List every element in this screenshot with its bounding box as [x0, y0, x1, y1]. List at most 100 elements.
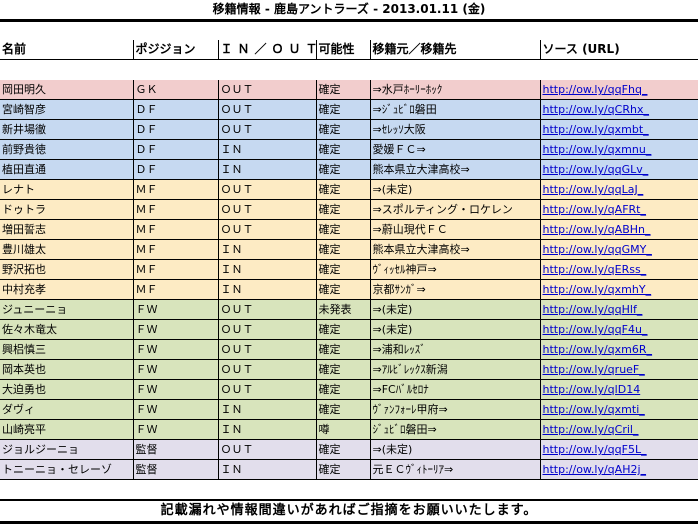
position-cell: ＦＷ — [132, 419, 218, 440]
source-link[interactable]: http://ow.ly/qqF4u_ — [542, 323, 648, 336]
table-row: トニーニョ・セレーゾ 監督 ＩＮ 確定 元ＥＣｳﾞｨﾄｰﾘｱ⇒ http://ow.ly/… — [0, 459, 698, 480]
table-row: レナト ＭＦ ＯＵＴ 確定 ⇒(未定) http://ow.ly/qqLaJ_ — [0, 179, 698, 200]
header-probability: 可能性 — [315, 40, 370, 60]
club-cell: ｼﾞｭﾋﾞﾛ磐田⇒ — [369, 419, 540, 440]
table-row: 岡本英也 ＦＷ ＯＵＴ 確定 ⇒ｱﾙﾋﾞﾚｯｸｽ新潟 http://ow.ly/qrueF… — [0, 359, 698, 380]
table-row: 植田直通 ＤＦ ＩＮ 確定 熊本県立大津高校⇒ http://ow.ly/qqGLv_ — [0, 159, 698, 180]
source-link-cell: http://ow.ly/qCril_ — [539, 419, 698, 440]
player-name-cell: 新井場徹 — [0, 119, 133, 140]
club-cell: ⇒スポルティング・ロケレン — [369, 199, 540, 220]
source-link[interactable]: http://ow.ly/qxmti_ — [542, 403, 645, 416]
probability-cell: 確定 — [315, 239, 370, 260]
source-link[interactable]: http://ow.ly/qxmbt_ — [542, 123, 649, 136]
source-link[interactable]: http://ow.ly/qCril_ — [542, 423, 639, 436]
source-link-cell: http://ow.ly/qxmti_ — [539, 399, 698, 420]
probability-cell: 確定 — [315, 459, 370, 480]
table-row: ジュニーニョ ＦＷ ＯＵＴ 未発表 ⇒(未定) http://ow.ly/qqHlf_ — [0, 299, 698, 320]
source-link[interactable]: http://ow.ly/qqHlf_ — [542, 303, 643, 316]
club-cell: ⇒ｱﾙﾋﾞﾚｯｸｽ新潟 — [369, 359, 540, 380]
source-link-cell: http://ow.ly/qxmhY_ — [539, 279, 698, 300]
in-out-cell: ＯＵＴ — [217, 80, 316, 100]
table-row: 中村充孝 ＭＦ ＩＮ 確定 京都ｻﾝｶﾞ⇒ http://ow.ly/qxmhY_ — [0, 279, 698, 300]
probability-cell: 確定 — [315, 399, 370, 420]
source-link[interactable]: http://ow.ly/qAFRt_ — [542, 203, 646, 216]
header-row: 名前 ポジジョン ＩＮ／ＯＵＴ 可能性 移籍元／移籍先 ソース (URL) — [0, 40, 698, 60]
source-link-cell: http://ow.ly/qrueF_ — [539, 359, 698, 380]
source-link[interactable]: http://ow.ly/qxmhY_ — [542, 283, 652, 296]
source-link-cell: http://ow.ly/qqFhq_ — [539, 80, 698, 100]
source-link[interactable]: http://ow.ly/qqGMY_ — [542, 243, 652, 256]
in-out-cell: ＯＵＴ — [217, 199, 316, 220]
probability-cell: 確定 — [315, 379, 370, 400]
in-out-cell: ＯＵＴ — [217, 219, 316, 240]
position-cell: ＦＷ — [132, 379, 218, 400]
source-link-cell: http://ow.ly/qxmbt_ — [539, 119, 698, 140]
probability-cell: 未発表 — [315, 299, 370, 320]
club-cell: ⇒ｾﾚｯｿ大阪 — [369, 119, 540, 140]
player-name-cell: 植田直通 — [0, 159, 133, 180]
source-link-cell: http://ow.ly/qABHn_ — [539, 219, 698, 240]
table-row: 前野貴徳 ＤＦ ＩＮ 確定 愛媛ＦＣ⇒ http://ow.ly/qxmnu_ — [0, 139, 698, 160]
source-link[interactable]: http://ow.ly/qlD14 — [542, 383, 641, 396]
in-out-cell: ＩＮ — [217, 459, 316, 480]
table-row: 豊川雄太 ＭＦ ＩＮ 確定 熊本県立大津高校⇒ http://ow.ly/qqGMY_ — [0, 239, 698, 260]
probability-cell: 確定 — [315, 259, 370, 280]
table-row: ジョルジーニョ 監督 ＯＵＴ 確定 ⇒(未定) http://ow.ly/qqF5L_ — [0, 439, 698, 460]
header-name: 名前 — [0, 40, 133, 60]
position-cell: ＭＦ — [132, 199, 218, 220]
probability-cell: 確定 — [315, 80, 370, 100]
source-link[interactable]: http://ow.ly/qqLaJ_ — [542, 183, 644, 196]
position-cell: ＭＦ — [132, 179, 218, 200]
source-link[interactable]: http://ow.ly/qAH2j_ — [542, 463, 647, 476]
probability-cell: 確定 — [315, 119, 370, 140]
in-out-cell: ＯＵＴ — [217, 319, 316, 340]
player-name-cell: 大迫勇也 — [0, 379, 133, 400]
probability-cell: 確定 — [315, 199, 370, 220]
player-name-cell: ジュニーニョ — [0, 299, 133, 320]
probability-cell: 確定 — [315, 159, 370, 180]
source-link[interactable]: http://ow.ly/qxmnu_ — [542, 143, 652, 156]
table-row: ダヴィ ＦＷ ＩＮ 確定 ｳﾞｧﾝﾌｫｰﾚ甲府⇒ http://ow.ly/qxmti_ — [0, 399, 698, 420]
blank-row — [0, 22, 698, 42]
source-link[interactable]: http://ow.ly/qqF5L_ — [542, 443, 647, 456]
club-cell: ⇒(未定) — [369, 439, 540, 460]
source-link-cell: http://ow.ly/qAFRt_ — [539, 199, 698, 220]
source-link[interactable]: http://ow.ly/qCRhx_ — [542, 103, 649, 116]
probability-cell: 確定 — [315, 179, 370, 200]
probability-cell: 確定 — [315, 359, 370, 380]
source-link[interactable]: http://ow.ly/qERss_ — [542, 263, 647, 276]
probability-cell: 確定 — [315, 99, 370, 120]
position-cell: ＭＦ — [132, 259, 218, 280]
probability-cell: 確定 — [315, 219, 370, 240]
player-name-cell: 野沢拓也 — [0, 259, 133, 280]
position-cell: ＭＦ — [132, 219, 218, 240]
table-row: 興梠慎三 ＦＷ ＯＵＴ 確定 ⇒浦和ﾚｯｽﾞ http://ow.ly/qxm6R_ — [0, 339, 698, 360]
source-link[interactable]: http://ow.ly/qrueF_ — [542, 363, 645, 376]
in-out-cell: ＩＮ — [217, 419, 316, 440]
source-link[interactable]: http://ow.ly/qxm6R_ — [542, 343, 653, 356]
source-link-cell: http://ow.ly/qqF5L_ — [539, 439, 698, 460]
position-cell: 監督 — [132, 459, 218, 480]
in-out-cell: ＯＵＴ — [217, 99, 316, 120]
probability-cell: 確定 — [315, 279, 370, 300]
in-out-cell: ＯＵＴ — [217, 379, 316, 400]
source-link-cell: http://ow.ly/qAH2j_ — [539, 459, 698, 480]
source-link[interactable]: http://ow.ly/qqFhq_ — [542, 83, 648, 96]
probability-cell: 噂 — [315, 419, 370, 440]
source-link[interactable]: http://ow.ly/qABHn_ — [542, 223, 651, 236]
in-out-cell: ＩＮ — [217, 239, 316, 260]
source-link[interactable]: http://ow.ly/qqGLv_ — [542, 163, 649, 176]
in-out-cell: ＩＮ — [217, 399, 316, 420]
position-cell: ＤＦ — [132, 159, 218, 180]
position-cell: ＤＦ — [132, 99, 218, 120]
club-cell: 愛媛ＦＣ⇒ — [369, 139, 540, 160]
position-cell: ＭＦ — [132, 239, 218, 260]
source-link-cell: http://ow.ly/qqGLv_ — [539, 159, 698, 180]
probability-cell: 確定 — [315, 319, 370, 340]
table-row: 増田誓志 ＭＦ ＯＵＴ 確定 ⇒蔚山現代ＦＣ http://ow.ly/qABHn_ — [0, 219, 698, 240]
header-club: 移籍元／移籍先 — [369, 40, 540, 60]
in-out-cell: ＯＵＴ — [217, 359, 316, 380]
player-name-cell: 増田誓志 — [0, 219, 133, 240]
in-out-cell: ＩＮ — [217, 159, 316, 180]
source-link-cell: http://ow.ly/qCRhx_ — [539, 99, 698, 120]
